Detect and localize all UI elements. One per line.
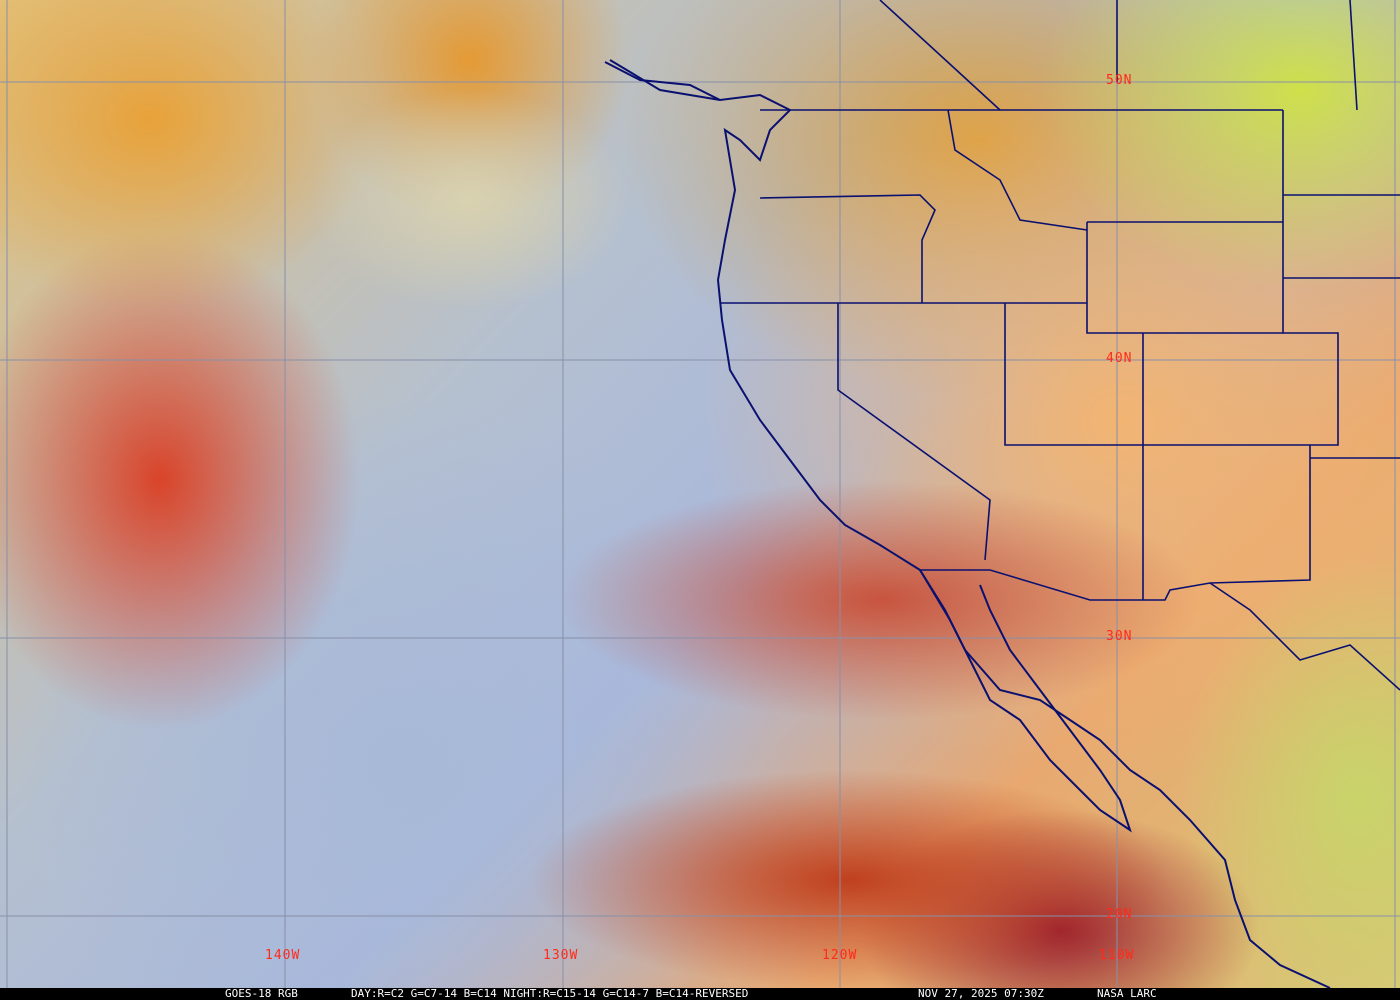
lon-label-130w: 130W <box>543 948 579 963</box>
border-line <box>1086 222 1283 334</box>
border-line <box>1349 0 1358 111</box>
rgb-recipe: DAY:R=C2 G=C7-14 B=C14 NIGHT:R=C15-14 G=… <box>351 987 749 1000</box>
lon-label-120w: 120W <box>822 948 858 963</box>
border-line <box>1004 110 1339 446</box>
border-line <box>837 303 991 561</box>
vancouver-island <box>604 61 721 101</box>
lon-label-140w: 140W <box>265 948 301 963</box>
baja-coastline <box>919 569 1132 833</box>
lat-label-40n: 40N <box>1106 351 1133 366</box>
satellite-name: GOES-18 RGB <box>225 987 298 1000</box>
timestamp: NOV 27, 2025 07:30Z <box>918 987 1044 1000</box>
border-line <box>947 109 1088 231</box>
border-line <box>759 194 936 303</box>
lat-label-30n: 30N <box>1106 629 1133 644</box>
pacific-coastline <box>609 59 1331 989</box>
coastlines <box>604 59 1331 989</box>
border-line <box>920 445 1311 601</box>
lon-label-110w: 110W <box>1099 948 1135 963</box>
lat-label-50n: 50N <box>1106 73 1133 88</box>
credit: NASA LARC <box>1097 987 1157 1000</box>
lat-label-20n: 20N <box>1106 907 1133 922</box>
state-borders <box>720 0 1400 691</box>
caption-bar: GOES-18 RGB DAY:R=C2 G=C7-14 B=C14 NIGHT… <box>0 988 1400 1000</box>
border-line <box>1209 582 1400 691</box>
border-line <box>879 0 1001 111</box>
